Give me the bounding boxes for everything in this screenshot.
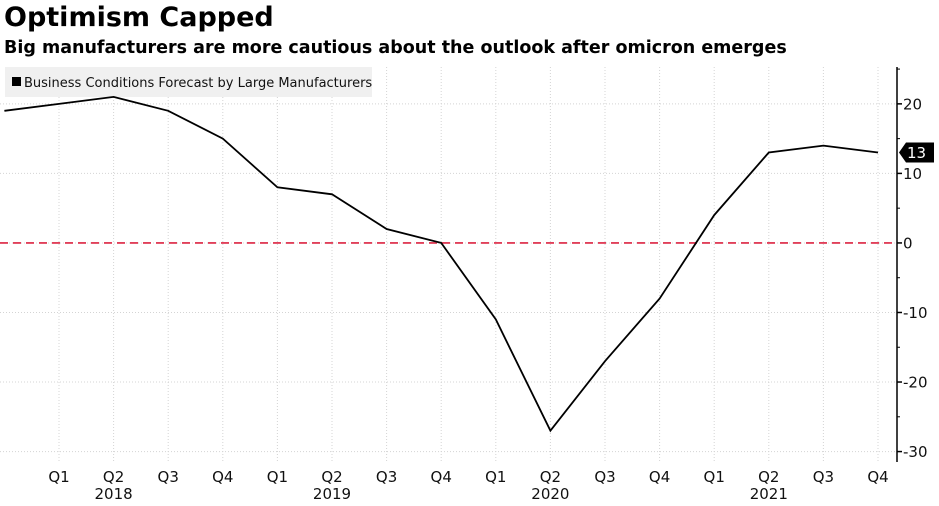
chart-subtitle: Big manufacturers are more cautious abou…: [4, 38, 787, 58]
series-layer: [4, 95, 879, 433]
x-tick-label: Q2: [321, 468, 342, 486]
x-tick-label: Q4: [867, 468, 888, 486]
series-line: [4, 95, 879, 433]
y-axis: 20 10 0 -10 -20 -30: [896, 67, 928, 462]
x-tick-label: Q1: [267, 468, 288, 486]
badge-value: 13: [907, 144, 926, 162]
x-tick-label: Q4: [649, 468, 670, 486]
x-tick-label: Q3: [813, 468, 834, 486]
x-year-label: 2018: [95, 485, 133, 503]
legend-label: Business Conditions Forecast by Large Ma…: [24, 76, 372, 91]
x-tick-label: Q3: [158, 468, 179, 486]
x-year-label: 2020: [531, 485, 569, 503]
x-year-label: 2021: [750, 485, 788, 503]
x-tick-label: Q2: [758, 468, 779, 486]
x-tick-label: Q1: [704, 468, 725, 486]
y-tick-label: 10: [903, 165, 922, 183]
badge-background: [899, 142, 934, 163]
y-tick-label: -20: [903, 374, 928, 392]
x-tick-label: Q2: [103, 468, 124, 486]
last-value-badge: 13: [899, 142, 934, 163]
y-tick-label: -30: [903, 443, 928, 461]
legend-background: [5, 67, 372, 97]
x-year-label: 2019: [313, 485, 351, 503]
legend: Business Conditions Forecast by Large Ma…: [5, 67, 372, 97]
y-tick-label: -10: [903, 304, 928, 322]
x-tick-label: Q4: [431, 468, 452, 486]
x-tick-label: Q2: [540, 468, 561, 486]
y-tick-label: 0: [903, 234, 913, 252]
x-tick-label: Q1: [48, 468, 69, 486]
x-tick-label: Q4: [212, 468, 233, 486]
grid-lines: [0, 67, 897, 462]
legend-swatch: [12, 77, 21, 86]
x-tick-label: Q3: [376, 468, 397, 486]
x-tick-label: Q1: [485, 468, 506, 486]
chart-title: Optimism Capped: [4, 2, 274, 33]
y-tick-label: 20: [903, 95, 922, 113]
x-tick-label: Q3: [594, 468, 615, 486]
